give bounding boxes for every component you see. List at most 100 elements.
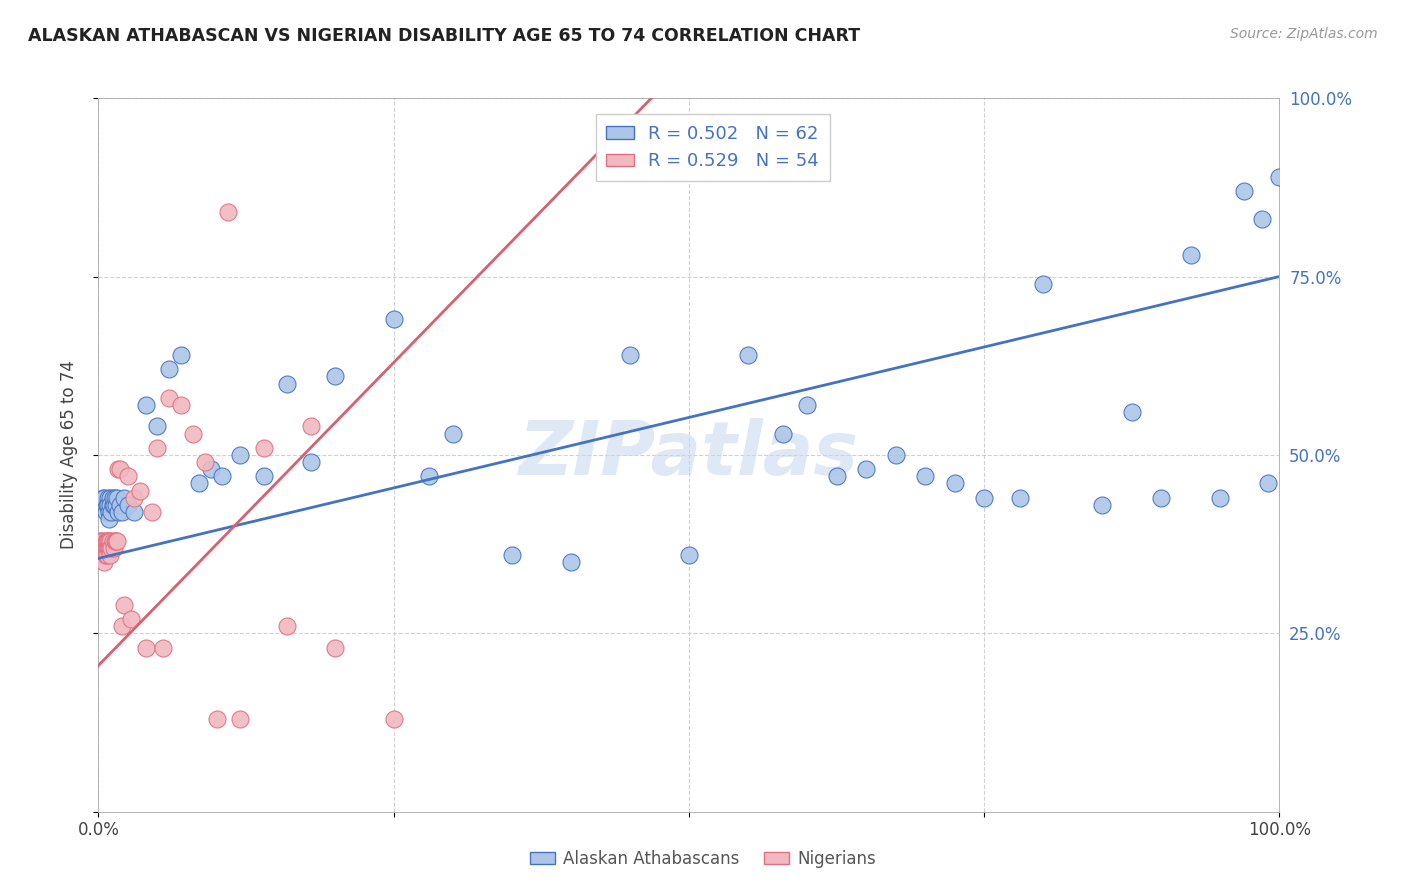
- Point: [619, 348, 641, 362]
- Point: [98, 533, 121, 548]
- Point: [170, 398, 193, 412]
- Point: [1209, 491, 1232, 505]
- Point: [1150, 491, 1173, 505]
- Point: [96, 541, 118, 555]
- Point: [276, 619, 298, 633]
- Point: [96, 548, 118, 562]
- Point: [418, 469, 440, 483]
- Point: [205, 712, 228, 726]
- Point: [105, 491, 128, 505]
- Point: [1032, 277, 1054, 291]
- Point: [884, 448, 907, 462]
- Point: [100, 505, 122, 519]
- Point: [211, 469, 233, 483]
- Point: [1121, 405, 1143, 419]
- Point: [117, 498, 139, 512]
- Point: [323, 369, 346, 384]
- Point: [1091, 498, 1114, 512]
- Point: [101, 491, 124, 505]
- Point: [157, 391, 180, 405]
- Point: [93, 491, 115, 505]
- Point: [96, 498, 118, 512]
- Text: ZIPatlas: ZIPatlas: [519, 418, 859, 491]
- Point: [105, 533, 128, 548]
- Point: [98, 505, 121, 519]
- Point: [229, 448, 252, 462]
- Point: [98, 541, 121, 555]
- Point: [187, 476, 209, 491]
- Point: [914, 469, 936, 483]
- Point: [100, 541, 122, 555]
- Point: [91, 541, 114, 555]
- Point: [194, 455, 217, 469]
- Point: [253, 469, 276, 483]
- Point: [299, 419, 322, 434]
- Point: [89, 541, 111, 555]
- Point: [90, 541, 112, 555]
- Point: [91, 541, 114, 555]
- Point: [253, 441, 276, 455]
- Point: [170, 348, 193, 362]
- Point: [1233, 184, 1256, 198]
- Point: [1180, 248, 1202, 262]
- Point: [141, 505, 163, 519]
- Point: [678, 548, 700, 562]
- Point: [94, 548, 117, 562]
- Point: [181, 426, 204, 441]
- Point: [501, 548, 523, 562]
- Point: [104, 533, 127, 548]
- Point: [97, 491, 120, 505]
- Point: [94, 533, 117, 548]
- Point: [112, 598, 135, 612]
- Point: [93, 555, 115, 569]
- Point: [93, 541, 115, 555]
- Point: [108, 498, 131, 512]
- Point: [90, 533, 112, 548]
- Point: [97, 533, 120, 548]
- Y-axis label: Disability Age 65 to 74: Disability Age 65 to 74: [59, 360, 77, 549]
- Point: [94, 541, 117, 555]
- Point: [98, 548, 121, 562]
- Point: [323, 640, 346, 655]
- Point: [107, 505, 129, 519]
- Point: [111, 505, 134, 519]
- Text: Source: ZipAtlas.com: Source: ZipAtlas.com: [1230, 27, 1378, 41]
- Legend: R = 0.502   N = 62, R = 0.529   N = 54: R = 0.502 N = 62, R = 0.529 N = 54: [596, 114, 830, 181]
- Point: [101, 533, 124, 548]
- Point: [98, 498, 121, 512]
- Point: [441, 426, 464, 441]
- Point: [98, 541, 121, 555]
- Point: [91, 533, 114, 548]
- Point: [135, 640, 157, 655]
- Point: [108, 462, 131, 476]
- Point: [146, 419, 169, 434]
- Point: [105, 498, 128, 512]
- Point: [276, 376, 298, 391]
- Point: [111, 619, 134, 633]
- Point: [122, 491, 145, 505]
- Point: [117, 469, 139, 483]
- Point: [97, 498, 120, 512]
- Point: [121, 612, 143, 626]
- Point: [1250, 212, 1272, 227]
- Point: [89, 533, 111, 548]
- Point: [1268, 169, 1291, 184]
- Point: [152, 640, 174, 655]
- Point: [855, 462, 877, 476]
- Point: [105, 533, 128, 548]
- Point: [737, 348, 759, 362]
- Point: [1008, 491, 1031, 505]
- Point: [91, 491, 114, 505]
- Point: [98, 491, 121, 505]
- Point: [560, 555, 582, 569]
- Point: [146, 441, 169, 455]
- Point: [93, 548, 115, 562]
- Text: ALASKAN ATHABASCAN VS NIGERIAN DISABILITY AGE 65 TO 74 CORRELATION CHART: ALASKAN ATHABASCAN VS NIGERIAN DISABILIT…: [28, 27, 860, 45]
- Point: [299, 455, 322, 469]
- Legend: Alaskan Athabascans, Nigerians: Alaskan Athabascans, Nigerians: [523, 844, 883, 875]
- Point: [104, 491, 127, 505]
- Point: [103, 498, 125, 512]
- Point: [103, 541, 125, 555]
- Point: [217, 205, 239, 219]
- Point: [382, 712, 405, 726]
